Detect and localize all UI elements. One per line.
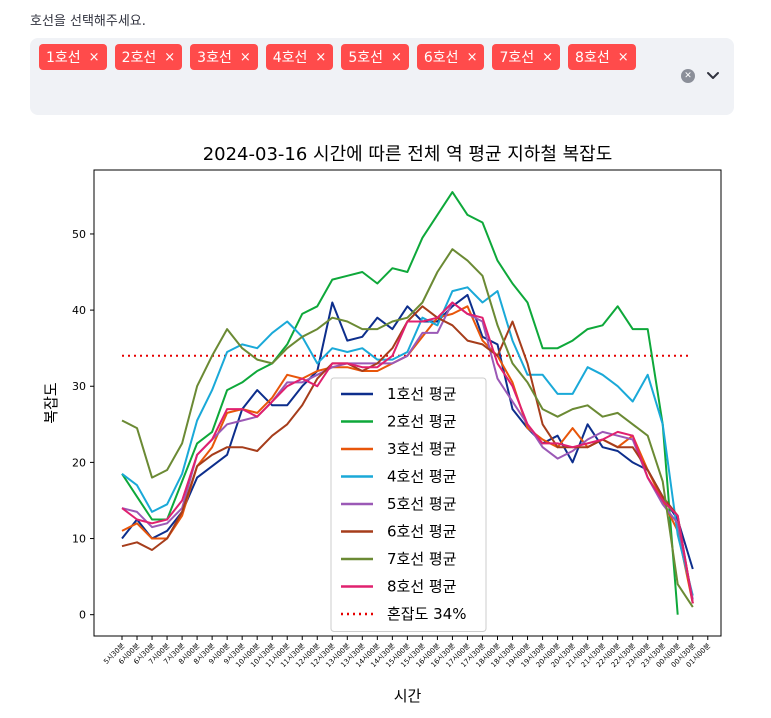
- chip-close-icon[interactable]: ×: [390, 49, 402, 65]
- chart-title: 2024-03-16 시간에 따른 전체 역 평균 지하철 복잡도: [203, 144, 613, 165]
- legend-label: 5호선 평균: [387, 495, 457, 513]
- legend-label: 6호선 평균: [387, 523, 457, 541]
- legend-label: 혼잡도 34%: [387, 605, 467, 623]
- line-multiselect[interactable]: 1호선 × 2호선 × 3호선 × 4호선 × 5호선 × 6호선 × 7호선 × 8호선 × ✕: [30, 38, 734, 115]
- chip-close-icon[interactable]: ×: [88, 49, 100, 65]
- series-line-4: [121, 286, 694, 596]
- chip-line-5[interactable]: 5호선 ×: [341, 44, 409, 70]
- legend-label: 7호선 평균: [387, 550, 457, 568]
- chip-close-icon[interactable]: ×: [239, 49, 251, 65]
- y-tick-label: 0: [79, 609, 86, 622]
- y-axis-label: 복잡도: [42, 382, 60, 424]
- chip-label: 5호선: [348, 50, 383, 66]
- select-label: 호선을 선택해주세요.: [30, 14, 146, 29]
- series-line-1: [121, 293, 694, 570]
- legend: [330, 377, 487, 632]
- chip-line-6[interactable]: 6호선 ×: [416, 44, 485, 70]
- chip-line-1[interactable]: 1호선 ×: [39, 44, 107, 70]
- chip-line-8[interactable]: 8호선 ×: [568, 44, 636, 70]
- chip-line-3[interactable]: 3호선 ×: [190, 44, 258, 70]
- legend-label: 8호선 평균: [387, 578, 457, 596]
- x-axis-label: 시간: [394, 687, 422, 705]
- legend-label: 2호선 평균: [387, 413, 457, 431]
- legend-label: 4호선 평균: [387, 468, 457, 486]
- chip-label: 1호선: [46, 50, 81, 66]
- y-tick-label: 30: [72, 380, 86, 393]
- chip-label: 7호선: [499, 50, 535, 66]
- chip-line-7[interactable]: 7호선 ×: [492, 44, 561, 70]
- chip-label: 8호선: [575, 50, 610, 66]
- chip-label: 2호선: [121, 50, 157, 66]
- chip-label: 3호선: [197, 50, 232, 66]
- chevron-down-icon[interactable]: [705, 67, 721, 83]
- chip-label: 4호선: [272, 50, 308, 66]
- selected-chips: 1호선 × 2호선 × 3호선 × 4호선 × 5호선 × 6호선 × 7호선 × 8호선 ×: [39, 44, 639, 70]
- complexity-line-chart: 2024-03-16 시간에 따른 전체 역 평균 지하철 복잡도 0 10 20 30…: [42, 144, 722, 705]
- chip-close-icon[interactable]: ×: [542, 49, 554, 65]
- chip-line-2[interactable]: 2호선 ×: [114, 44, 183, 70]
- y-tick-label: 20: [72, 456, 86, 469]
- chip-close-icon[interactable]: ×: [164, 49, 176, 65]
- chip-close-icon[interactable]: ×: [315, 49, 327, 65]
- y-tick-label: 40: [72, 304, 86, 317]
- legend-label: 3호선 평균: [387, 440, 457, 458]
- series-line-7: [121, 248, 694, 608]
- y-tick-label: 50: [72, 228, 86, 241]
- series-line-8: [121, 301, 694, 604]
- clear-selection-icon[interactable]: ✕: [681, 69, 695, 83]
- series-line-5: [121, 301, 694, 600]
- chip-label: 6호선: [423, 50, 459, 66]
- chip-close-icon[interactable]: ×: [617, 49, 629, 65]
- legend-label: 1호선 평균: [387, 385, 457, 403]
- y-tick-label: 10: [72, 533, 86, 546]
- chip-close-icon[interactable]: ×: [466, 49, 478, 65]
- chip-line-4[interactable]: 4호선 ×: [265, 44, 334, 70]
- series-line-2: [121, 191, 679, 615]
